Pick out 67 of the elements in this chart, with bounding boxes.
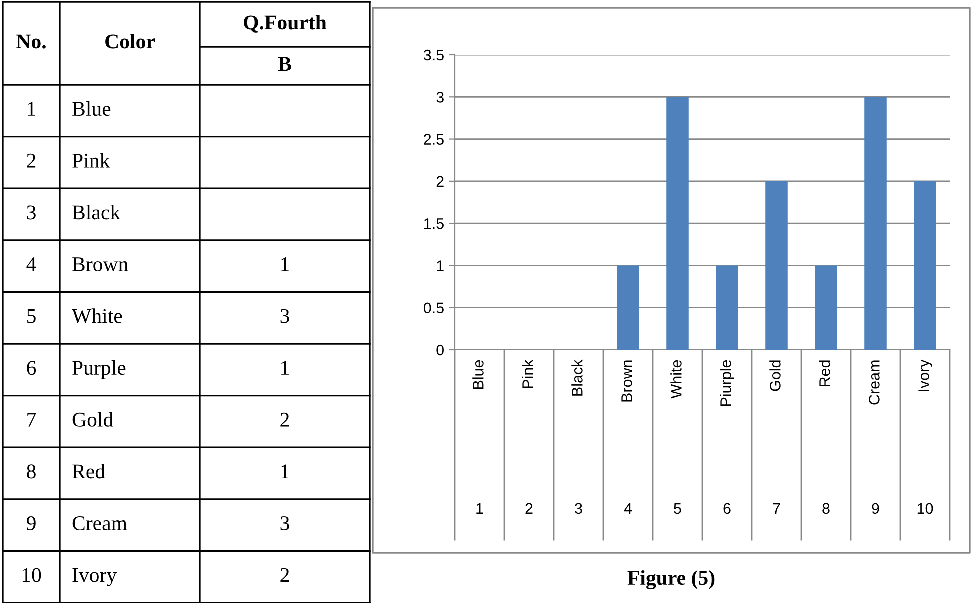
x-tick-label: Black xyxy=(572,360,583,396)
text: Gold xyxy=(72,412,114,427)
text: Color xyxy=(106,34,156,49)
text: 10 xyxy=(918,503,934,514)
text: 8 xyxy=(27,464,36,479)
text: Blue xyxy=(72,101,111,116)
text: Ivory xyxy=(72,568,118,587)
y-tick-label: 1.5 xyxy=(424,218,444,230)
text: 1 xyxy=(476,503,484,514)
text: 4 xyxy=(26,258,36,272)
text: 5 xyxy=(28,309,36,324)
text: Cream xyxy=(72,516,128,531)
text: 9 xyxy=(26,516,36,531)
y-tick-label: 3 xyxy=(436,92,444,103)
text: 1 xyxy=(282,258,289,272)
text: 1 xyxy=(282,464,289,479)
text: Figure (5) xyxy=(628,570,715,590)
text: B xyxy=(278,57,292,72)
text: Red xyxy=(72,464,106,479)
text: Brown xyxy=(72,258,128,272)
text: 1 xyxy=(28,102,36,116)
text: 5 xyxy=(674,503,682,514)
x-tick-label: Brown xyxy=(622,360,632,402)
text: 9 xyxy=(872,503,880,514)
y-tick-label: 2 xyxy=(436,176,444,187)
text: 6 xyxy=(27,361,36,376)
y-tick-label: 2.5 xyxy=(424,134,444,145)
text: 7 xyxy=(28,413,36,427)
text: 8 xyxy=(822,503,830,514)
text: 3 xyxy=(27,206,36,220)
text: 4 xyxy=(624,503,632,514)
bar xyxy=(914,181,936,350)
y-tick-label: 3.5 xyxy=(424,50,444,61)
text: Purple xyxy=(72,360,126,380)
x-tick-label: Blue xyxy=(472,360,484,390)
text: 7 xyxy=(773,503,780,514)
x-tick-label: Piurple xyxy=(720,360,734,406)
text: 3 xyxy=(280,516,290,531)
text: 2 xyxy=(280,412,290,427)
text: 3 xyxy=(575,503,582,514)
x-tick-label: Pink xyxy=(522,360,534,388)
bar xyxy=(666,97,689,350)
x-tick-label: Ivory xyxy=(918,360,932,392)
text: Pink xyxy=(72,153,110,168)
text: No. xyxy=(16,34,46,49)
text: 2 xyxy=(280,568,290,582)
text: 2 xyxy=(27,154,36,168)
x-tick-label: Gold xyxy=(770,360,781,392)
text: 6 xyxy=(724,503,731,514)
x-tick-label: White xyxy=(670,360,682,399)
y-tick-label: 0.5 xyxy=(424,302,444,314)
text: 10 xyxy=(22,568,42,582)
text: 1 xyxy=(282,361,289,375)
bar xyxy=(864,97,887,350)
bar xyxy=(617,266,640,350)
y-tick-label: 1 xyxy=(437,260,444,272)
x-tick-label: Cream xyxy=(869,360,880,405)
text: Black xyxy=(72,205,121,220)
bar xyxy=(716,266,738,350)
text: 3 xyxy=(280,309,290,324)
x-tick-label: Red xyxy=(819,360,830,386)
y-tick-label: 0 xyxy=(436,344,444,356)
text: White xyxy=(72,308,122,324)
bar xyxy=(815,266,838,350)
bar xyxy=(766,181,788,350)
text: Q.Fourth xyxy=(244,15,327,33)
text: 2 xyxy=(526,503,533,514)
